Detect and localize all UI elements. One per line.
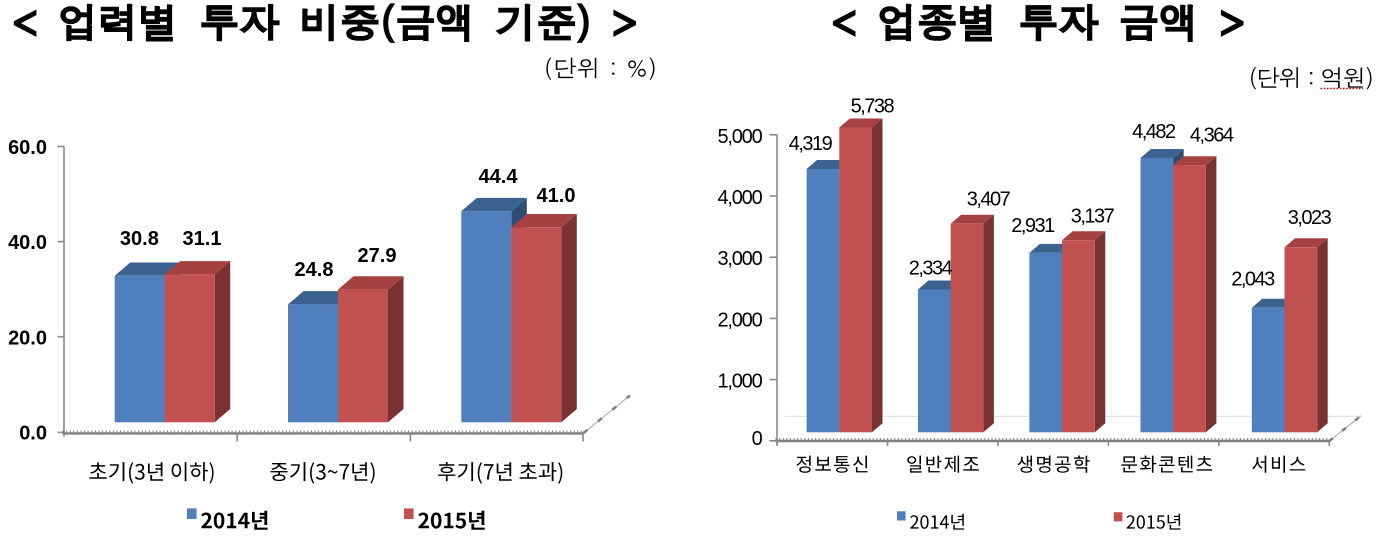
svg-text:3,000: 3,000: [717, 248, 762, 270]
svg-text:4,000: 4,000: [717, 187, 762, 209]
svg-text:3,407: 3,407: [967, 189, 1011, 211]
svg-text:31.1: 31.1: [183, 228, 222, 250]
svg-text:30.8: 30.8: [120, 228, 159, 250]
svg-text:60.0: 60.0: [8, 137, 47, 159]
svg-text:40.0: 40.0: [8, 232, 47, 254]
svg-text:4,482: 4,482: [1132, 121, 1176, 143]
svg-text:24.8: 24.8: [295, 259, 334, 281]
svg-text:0.0: 0.0: [19, 422, 47, 444]
svg-text:2,000: 2,000: [717, 309, 762, 331]
svg-text:1,000: 1,000: [717, 370, 762, 392]
svg-text:27.9: 27.9: [358, 245, 397, 267]
svg-text:5,000: 5,000: [717, 126, 762, 148]
svg-text:41.0: 41.0: [537, 185, 576, 207]
svg-text:2,043: 2,043: [1231, 269, 1275, 291]
svg-text:44.4: 44.4: [479, 166, 519, 188]
svg-text:4,319: 4,319: [789, 133, 833, 155]
svg-text:2,334: 2,334: [909, 257, 953, 279]
svg-text:20.0: 20.0: [8, 327, 47, 349]
svg-text:5,738: 5,738: [851, 96, 895, 118]
svg-text:0: 0: [752, 428, 763, 450]
svg-text:3,137: 3,137: [1071, 205, 1115, 227]
svg-text:3,023: 3,023: [1288, 207, 1332, 229]
svg-text:4,364: 4,364: [1190, 125, 1234, 147]
svg-text:2,931: 2,931: [1011, 215, 1055, 237]
